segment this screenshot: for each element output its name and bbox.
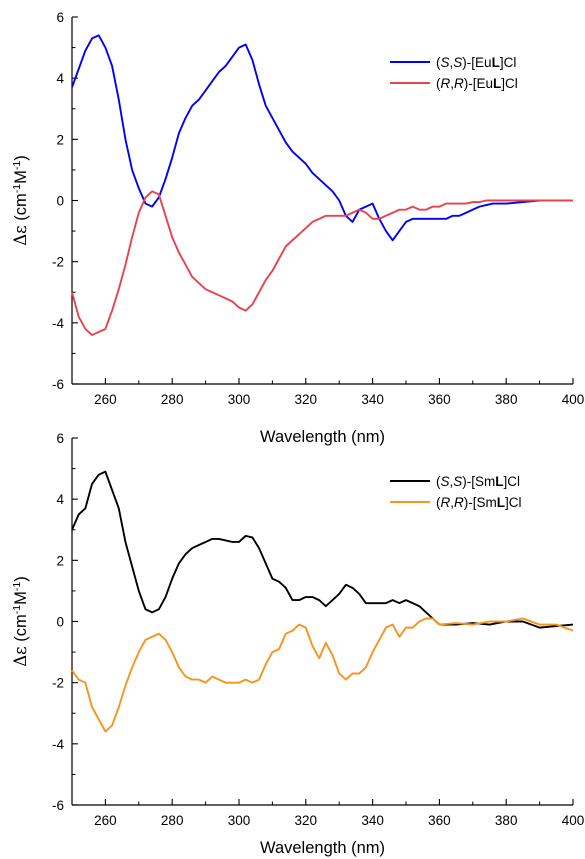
x-tick-label: 260 (94, 813, 117, 828)
x-tick-label: 340 (361, 813, 384, 828)
x-tick-label: 300 (228, 392, 251, 407)
y-tick-label: 4 (56, 492, 64, 507)
x-tick-label: 360 (428, 813, 451, 828)
x-tick-label: 380 (495, 392, 518, 407)
series-line-1 (71, 470, 574, 629)
y-tick-label: 2 (56, 553, 64, 568)
x-tick-label: 300 (228, 813, 251, 828)
x-tick-label: 400 (562, 813, 585, 828)
y-tick-label: 4 (56, 71, 64, 86)
y-tick-label: -6 (52, 798, 64, 813)
legend-label: (S,S)-[EuL]Cl (436, 55, 516, 70)
x-tick-label: 340 (361, 392, 384, 407)
legend-label: (R,R)-[SmL]Cl (436, 495, 522, 510)
x-tick-label: 260 (94, 392, 117, 407)
y-tick-label: 0 (56, 194, 64, 209)
chart-panel-bottom: -6 -4 -2 0 2 4 6 260 280 300 320 340 360 380 400 Wavele… (11, 431, 584, 857)
x-axis-label: Wavelength (nm) (260, 428, 385, 446)
x-axis-label: Wavelength (nm) (260, 839, 385, 857)
x-tick-label: 280 (161, 813, 184, 828)
y-tick-label: -2 (52, 255, 64, 270)
legend-label: (S,S)-[SmL]Cl (436, 474, 520, 489)
x-tick-label: 320 (295, 813, 318, 828)
y-axis-label: Δε (cm-1M-1) (11, 155, 30, 245)
x-tick-label: 280 (161, 392, 184, 407)
y-tick-label: -6 (52, 377, 64, 392)
x-tick-label: 320 (295, 392, 318, 407)
y-tick-label: -4 (52, 316, 64, 331)
y-tick-label: -4 (52, 737, 64, 752)
y-tick-label: -2 (52, 676, 64, 691)
series-line-2 (71, 617, 574, 733)
series-line-1 (71, 34, 573, 242)
y-tick-label: 0 (56, 615, 64, 630)
y-tick-label: 6 (56, 10, 64, 25)
legend: (S,S)-[EuL]Cl (R,R)-[EuL]Cl (390, 55, 518, 91)
x-tick-label: 360 (428, 392, 451, 407)
chart-panel-top: -6 -4 -2 0 2 4 6 260 280 300 320 340 360 380 400 Wavele… (11, 10, 584, 446)
legend: (S,S)-[SmL]Cl (R,R)-[SmL]Cl (390, 474, 522, 510)
x-tick-label: 380 (495, 813, 518, 828)
y-tick-label: 2 (56, 132, 64, 147)
legend-label: (R,R)-[EuL]Cl (436, 76, 518, 91)
y-tick-label: 6 (56, 431, 64, 446)
x-tick-label: 400 (562, 392, 585, 407)
y-axis-label: Δε (cm-1M-1) (11, 576, 30, 666)
series-line-2 (71, 190, 573, 337)
